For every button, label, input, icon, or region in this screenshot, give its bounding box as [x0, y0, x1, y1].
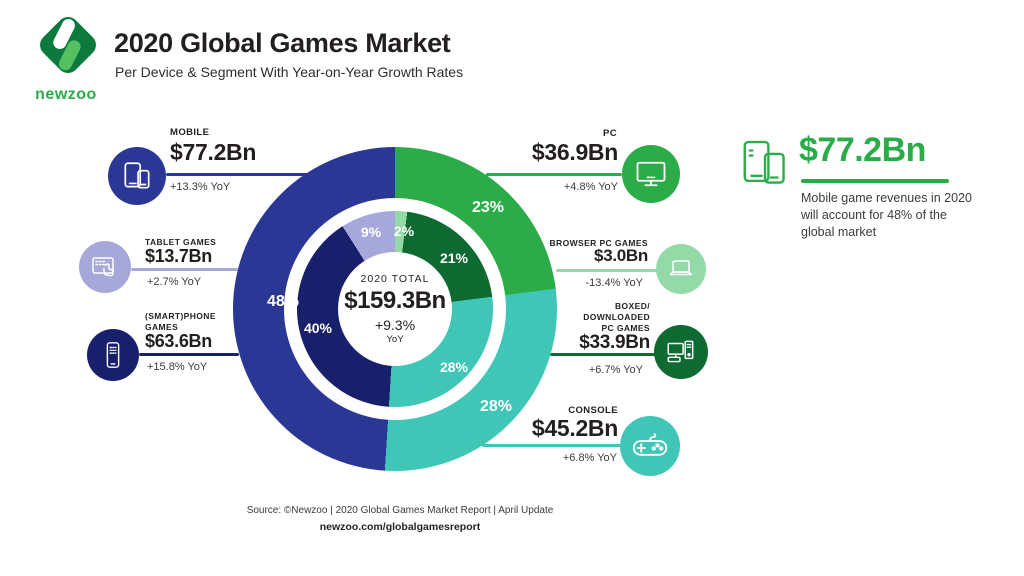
pc-badge [622, 145, 680, 203]
smartphone-value: $63.6Bn [145, 331, 212, 351]
tablet-hand-icon [92, 257, 114, 277]
mobile-value: $77.2Bn [170, 139, 257, 165]
smartphone-connector-line [139, 353, 239, 356]
mobile-badge [108, 147, 166, 205]
callout-underline [801, 179, 949, 183]
console-name: CONSOLE [568, 405, 618, 416]
pc-yoy: +4.8% YoY [563, 181, 618, 193]
browser-value: $3.0Bn [594, 246, 648, 265]
smartphone-yoy: +15.8% YoY [147, 361, 208, 373]
gamepad-icon [632, 433, 668, 456]
browser-yoy: -13.4% YoY [585, 277, 644, 289]
brand-wordmark: newzoo [35, 86, 97, 103]
boxed-connector-line [550, 353, 656, 356]
pct-label-browser-inner: 2% [393, 223, 415, 239]
pct-label-tablet-inner: 9% [360, 224, 382, 240]
tablet-connector-line [131, 268, 238, 271]
smartphone-name: (SMART)PHONE GAMES [145, 311, 216, 333]
browser-name: BROWSER PC GAMES [549, 238, 648, 248]
tablet-name: TABLET GAMES [145, 237, 217, 247]
tablet-yoy: +2.7% YoY [147, 276, 202, 288]
source-text: Source: ©Newzoo | 2020 Global Games Mark… [246, 505, 554, 516]
pct-label-smartphone-inner: 40% [303, 320, 333, 336]
boxed-badge [654, 325, 708, 379]
center-total-value: $159.3Bn [344, 287, 446, 314]
pc-connector-line [486, 173, 622, 176]
console-badge [620, 416, 680, 476]
pct-label-pc-outer: 23% [471, 199, 505, 216]
report-url: newzoo.com/globalgamesreport [319, 521, 481, 533]
desktop-pc-icon [667, 340, 694, 363]
pct-label-boxed-inner: 21% [439, 250, 469, 266]
callout-text: Mobile game revenues in 2020 will accoun… [801, 191, 972, 239]
tablet-value: $13.7Bn [145, 246, 212, 266]
tablet-badge [79, 241, 131, 293]
boxed-value: $33.9Bn [579, 332, 650, 353]
mobile-yoy: +13.3% YoY [170, 181, 231, 193]
center-total-label: 2020 TOTAL [360, 273, 430, 285]
pc-name: PC [603, 128, 617, 139]
laptop-icon [669, 260, 693, 276]
center-yoy-label: YoY [386, 334, 404, 345]
smartphone-badge [87, 329, 139, 381]
console-connector-line [482, 444, 622, 447]
mobile-devices-icon [124, 162, 150, 189]
pct-label-mobile-outer: 48% [266, 293, 300, 310]
browser-badge [656, 244, 706, 294]
smartphone-icon [106, 342, 120, 368]
page-subtitle: Per Device & Segment With Year-on-Year G… [115, 64, 464, 80]
callout-devices-icon [743, 140, 785, 184]
pct-label-console-outer: 28% [479, 398, 513, 415]
monitor-icon [636, 161, 666, 187]
boxed-name: BOXED/ DOWNLOADED PC GAMES [583, 301, 650, 334]
mobile-connector-line [166, 173, 312, 176]
boxed-yoy: +6.7% YoY [588, 364, 643, 376]
pct-label-console-inner: 28% [439, 359, 469, 375]
pc-value: $36.9Bn [531, 139, 618, 165]
donut-center: 2020 TOTAL $159.3Bn +9.3% YoY [338, 252, 452, 366]
browser-connector-line [556, 269, 658, 272]
mobile-name: MOBILE [170, 127, 210, 138]
console-yoy: +6.8% YoY [562, 452, 617, 464]
donut-chart: 2020 TOTAL $159.3Bn +9.3% YoY 23% 28% 48… [233, 147, 557, 471]
page-title: 2020 Global Games Market [114, 28, 451, 58]
newzoo-logo [35, 12, 101, 78]
callout-value: $77.2Bn [799, 131, 926, 169]
console-value: $45.2Bn [531, 415, 618, 441]
center-growth-value: +9.3% [374, 317, 416, 333]
